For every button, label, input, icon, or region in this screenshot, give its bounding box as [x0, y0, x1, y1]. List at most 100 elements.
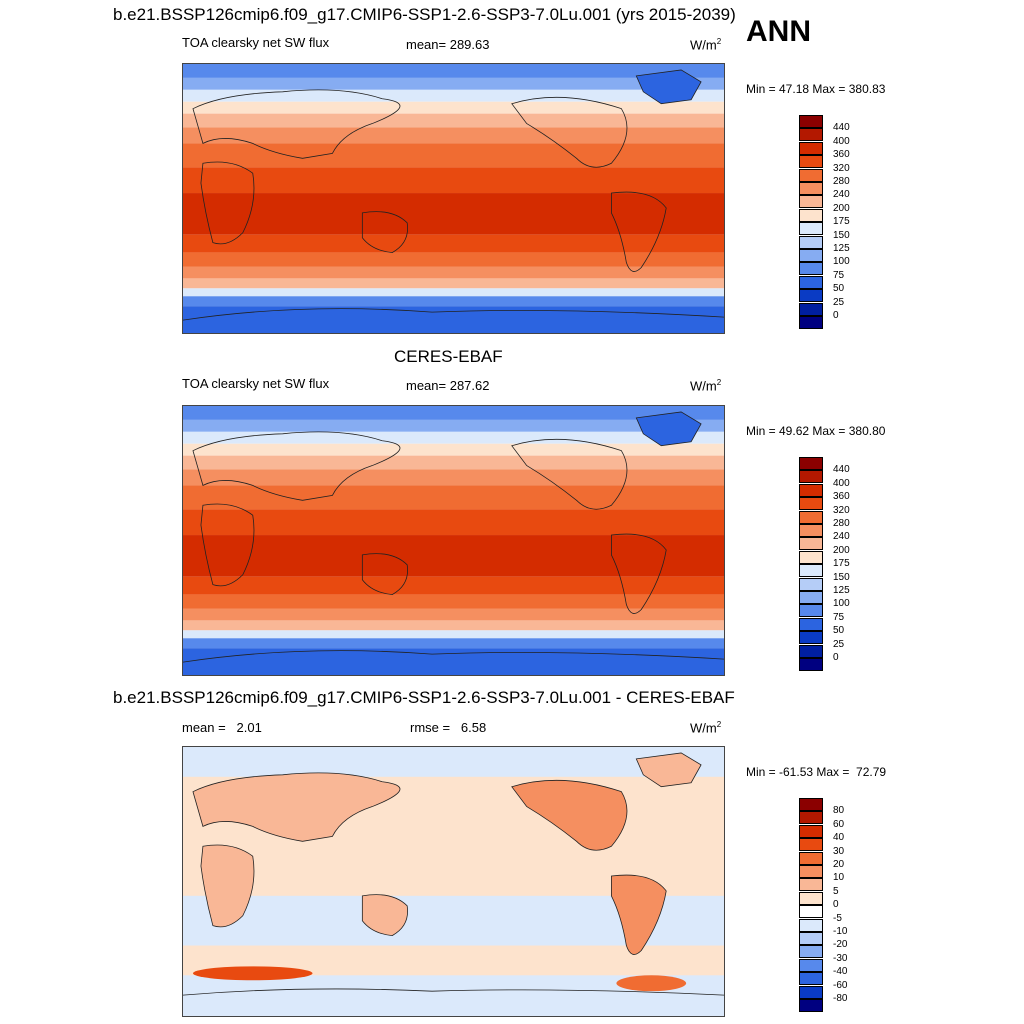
colorbar-swatch	[799, 631, 823, 645]
colorbar-swatch	[799, 182, 823, 195]
colorbar-swatch	[799, 316, 823, 329]
colorbar-tick-label: 240	[833, 189, 850, 201]
colorbar-swatch	[799, 524, 823, 537]
colorbar-tick-label: -5	[833, 912, 842, 924]
colorbar-swatch	[799, 985, 823, 999]
colorbar-swatch	[799, 644, 823, 658]
colorbar-tick-label: 25	[833, 296, 845, 308]
colorbar-swatch	[799, 115, 823, 128]
colorbar-swatch	[799, 564, 823, 578]
colorbar-swatch	[799, 604, 823, 618]
colorbar-swatch	[799, 208, 823, 222]
colorbar-tick-label: 25	[833, 638, 845, 650]
colorbar-swatch	[799, 591, 823, 604]
colorbar-swatch	[799, 235, 823, 249]
colorbar-swatch	[799, 262, 823, 276]
colorbar-tick-label: 75	[833, 269, 845, 281]
panel2-map-svg	[183, 406, 724, 675]
colorbar-swatch	[799, 945, 823, 959]
panel1-variable-label: TOA clearsky net SW flux	[182, 35, 330, 50]
colorbar-tick-label: -80	[833, 993, 848, 1004]
colorbar-swatch	[799, 168, 823, 182]
colorbar-tick-label: 100	[833, 256, 850, 268]
panel3-title: b.e21.BSSP126cmip6.f09_g17.CMIP6-SSP1-2.…	[113, 688, 735, 707]
colorbar-tick-label: 360	[833, 149, 850, 161]
colorbar-tick-label: 280	[833, 176, 850, 187]
colorbar-tick-label: 150	[833, 229, 850, 241]
panel2-minmax: Min = 49.62 Max = 380.80	[746, 424, 886, 438]
colorbar-swatch	[799, 222, 823, 236]
panel2-variable-label: TOA clearsky net SW flux	[182, 376, 330, 391]
colorbar-swatch	[799, 550, 823, 564]
panel1-units: W/m2	[690, 37, 722, 53]
colorbar-tick-label: 0	[833, 899, 839, 911]
colorbar-tick-label: 0	[833, 652, 839, 663]
colorbar-tick-label: 280	[833, 518, 850, 529]
colorbar-tick-label: 440	[833, 122, 850, 134]
panel3-units: W/m2	[690, 720, 722, 736]
colorbar-swatch	[799, 811, 823, 825]
colorbar-tick-label: 30	[833, 845, 845, 857]
colorbar-swatch	[799, 141, 823, 155]
panel3-map-svg	[183, 747, 724, 1016]
colorbar-swatch	[799, 497, 823, 511]
colorbar-tick-label: 40	[833, 832, 845, 844]
colorbar-tick-label: 5	[833, 885, 839, 897]
colorbar-tick-label: -20	[833, 939, 848, 951]
panel3-map	[182, 746, 725, 1017]
colorbar-swatch	[799, 195, 823, 209]
colorbar-swatch	[799, 537, 823, 551]
panel1-title: b.e21.BSSP126cmip6.f09_g17.CMIP6-SSP1-2.…	[113, 5, 736, 24]
colorbar-swatch	[799, 972, 823, 986]
colorbar-tick-label: 200	[833, 202, 850, 214]
colorbar-tick-label: 50	[833, 283, 845, 295]
colorbar-tick-label: 400	[833, 477, 850, 489]
panel3-minmax: Min = -61.53 Max = 72.79	[746, 765, 887, 779]
colorbar-tick-label: 75	[833, 611, 845, 623]
colorbar-swatch	[799, 798, 823, 811]
panel3-mean-label: mean = 2.01	[182, 720, 262, 735]
colorbar-swatch	[799, 958, 823, 972]
colorbar-tick-label: 400	[833, 135, 850, 147]
colorbar-swatch	[799, 470, 823, 484]
colorbar-swatch	[799, 289, 823, 303]
colorbar-swatch	[799, 905, 823, 919]
colorbar-tick-label: 20	[833, 859, 845, 870]
colorbar-swatch	[799, 865, 823, 878]
colorbar-tick-label: 125	[833, 243, 850, 254]
colorbar-tick-label: 80	[833, 805, 845, 817]
colorbar-swatch	[799, 999, 823, 1012]
colorbar-tick-label: 320	[833, 504, 850, 516]
colorbar-tick-label: -30	[833, 952, 848, 964]
colorbar-tick-label: 175	[833, 558, 850, 570]
panel2-colorbar: 440 400 360 320 280 240 200 175 150 125 100 75 50 25 0	[799, 457, 850, 671]
colorbar-tick-label: 100	[833, 598, 850, 610]
colorbar-swatch	[799, 918, 823, 932]
colorbar-tick-label: 440	[833, 464, 850, 476]
colorbar-swatch	[799, 249, 823, 262]
panel1-map-svg	[183, 64, 724, 333]
colorbar-tick-label: 360	[833, 491, 850, 503]
colorbar-tick-label: -60	[833, 979, 848, 991]
colorbar-swatch	[799, 658, 823, 671]
season-label: ANN	[746, 15, 811, 48]
colorbar-tick-label: 240	[833, 531, 850, 543]
panel2-units: W/m2	[690, 378, 722, 394]
panel2-mean-label: mean= 287.62	[406, 378, 490, 393]
colorbar-swatch	[799, 891, 823, 905]
panel1-colorbar: 440 400 360 320 280 240 200 175 150 125 100 75 50 25 0	[799, 115, 850, 329]
colorbar-tick-label: 150	[833, 571, 850, 583]
colorbar-tick-label: -40	[833, 966, 848, 978]
panel3-rmse-label: rmse = 6.58	[410, 720, 487, 735]
colorbar-swatch	[799, 302, 823, 316]
colorbar-swatch	[799, 275, 823, 289]
colorbar-tick-label: -10	[833, 926, 848, 937]
panel2-map	[182, 405, 725, 676]
colorbar-tick-label: 60	[833, 818, 845, 830]
panel2-title: CERES-EBAF	[394, 347, 503, 366]
colorbar-swatch	[799, 851, 823, 865]
colorbar-swatch	[799, 824, 823, 838]
panel3-colorbar: 80 60 40 30 20 10 5 0 -5 -10 -20 -30 -40 -60 -80	[799, 798, 847, 1012]
colorbar-swatch	[799, 457, 823, 470]
colorbar-swatch	[799, 510, 823, 524]
